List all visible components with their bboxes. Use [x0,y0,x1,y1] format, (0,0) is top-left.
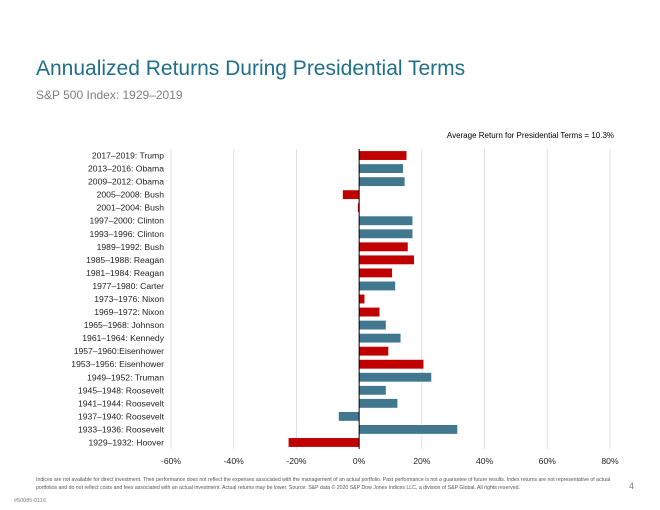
bar [359,281,396,291]
x-tick-label: 80% [601,456,619,466]
category-label: 1961–1964: Kennedy [82,333,164,343]
category-label: 1949–1952: Truman [87,372,164,382]
bar [359,151,407,160]
x-tick-labels: -60% -40% -20% 0% 20% 40% 60% 80% [161,456,619,466]
category-labels: 2017–2019: Trump 2013–2016: Obama 2009–201… [71,151,164,448]
category-label: 2009–2012: Obama [88,177,164,187]
category-label: 2017–2019: Trump [92,151,164,161]
category-label: 1941–1944: Roosevelt [78,398,165,408]
bar [359,333,401,343]
bar [359,359,424,369]
category-label: 1965–1968: Johnson [84,320,165,330]
x-tick-label: -40% [224,456,244,466]
disclaimer-text: Indices are not available for direct inv… [36,477,611,491]
bar [359,268,393,278]
category-label: 1933–1936: Roosevelt [78,424,165,434]
bars [288,151,458,447]
category-label: 1989–1992: Bush [97,242,165,252]
x-tick-label: -60% [161,456,181,466]
bar [359,229,413,239]
category-label: 1929–1932: Hoover [89,437,165,447]
category-label: 1985–1988: Reagan [86,255,164,265]
category-label: 1969–1972: Nixon [94,307,164,317]
category-label: 2013–2016: Obama [88,164,164,174]
category-label: 1981–1984: Reagan [86,268,164,278]
chart-subtitle: S&P 500 Index: 1929–2019 [36,88,183,102]
category-label: 1993–1996: Clinton [89,229,164,239]
chart-title: Annualized Returns During Presidential T… [36,57,466,80]
category-label: 1997–2000: Clinton [89,216,164,226]
category-label: 1937–1940: Roosevelt [78,411,165,421]
category-label: 1953–1956: Eisenhower [71,359,164,369]
x-tick-label: 0% [353,456,366,466]
x-tick-label: 60% [539,456,557,466]
x-tick-label: -20% [286,456,306,466]
bar [359,372,432,382]
bar [359,294,365,304]
grid-lines [170,149,611,449]
category-label: 1973–1976: Nixon [94,294,164,304]
bar [338,411,360,421]
bar [288,438,360,447]
category-label: 1957–1960:Eisenhower [74,346,164,356]
category-label: 1977–1980: Carter [92,281,164,291]
bar [357,203,360,213]
category-label: 1945–1948: Roosevelt [78,385,165,395]
bar [359,255,415,265]
bar [359,346,389,356]
category-label: 2001–2004: Bush [97,203,165,213]
bar [359,398,398,408]
x-tick-label: 40% [476,456,494,466]
bar [359,242,408,252]
category-label: 2005–2008: Bush [97,190,165,200]
bar [359,164,404,173]
bar [359,385,386,395]
bar [359,216,413,226]
bar [359,177,405,187]
bar [359,307,380,317]
average-return-annotation: Average Return for Presidential Terms = … [446,131,614,140]
bar [359,425,458,434]
bar [359,320,386,330]
bar [342,190,360,200]
x-tick-label: 20% [413,456,431,466]
document-code: #50085-0116 [14,498,47,504]
page-number: 4 [628,481,634,491]
